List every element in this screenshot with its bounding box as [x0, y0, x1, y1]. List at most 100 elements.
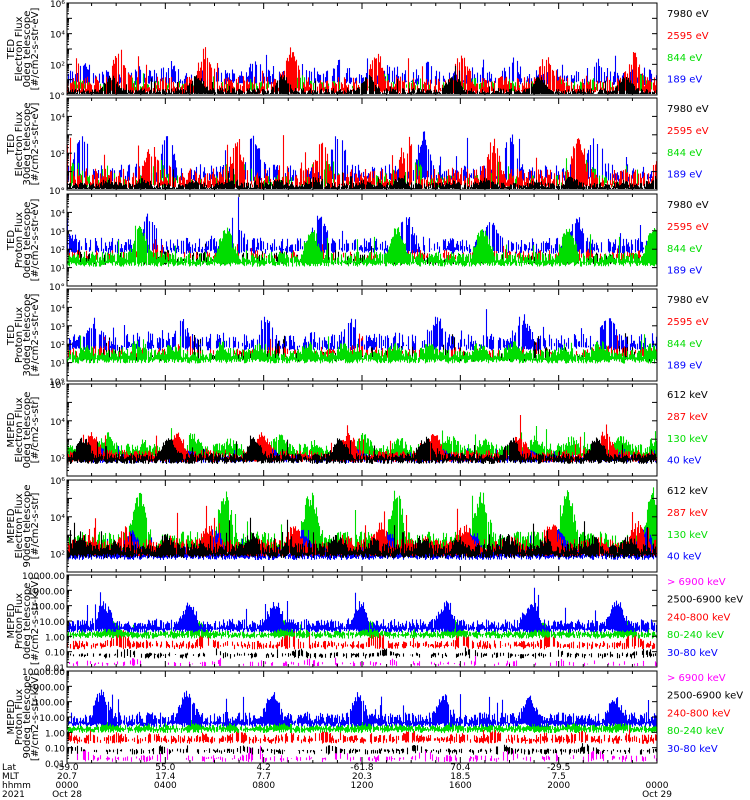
panel-6-ytick-label-1: 10²	[50, 551, 65, 561]
panel-2-ytick-label-2: 10²	[50, 150, 65, 160]
panel-3-ylabel-1: TED	[6, 230, 17, 251]
panel-8-ytick-label-4: 10.00	[39, 714, 65, 724]
panel-7-trace-2	[69, 647, 657, 659]
panel-6-ytick-label-3: 10⁶	[50, 477, 65, 487]
panel-7-ylabel-3: 0deg telescope	[22, 583, 33, 660]
panel-4-ytick-label-3: 10²	[50, 341, 65, 351]
panel-5-ylabel-3: 0deg telescope	[22, 392, 33, 469]
panel-1-ylabel-3: 0deg telescope	[22, 11, 33, 88]
panel-1-ylabel-4: [#/cm2-s-str-eV]	[30, 8, 41, 91]
panel-1-ylabel-2: Electron Flux	[14, 16, 25, 81]
panel-3-legend-3: 844 eV	[667, 244, 702, 255]
x-tick-5-row-3: 1600	[449, 781, 472, 791]
x-tick-4-row-1: -61.8	[350, 763, 374, 773]
panel-3-legend-4: 189 eV	[667, 266, 702, 277]
panel-8-trace-5	[67, 689, 658, 727]
panel-2-legend-2: 2595 eV	[667, 126, 709, 137]
x-tick-6-row-1: -29.5	[547, 763, 570, 773]
panel-8-legend-2: 2500-6900 keV	[667, 691, 743, 702]
x-row-label-lat: Lat	[2, 763, 17, 773]
x-row-label-mlt: MLT	[2, 772, 20, 782]
panel-1-legend-4: 189 eV	[667, 75, 702, 86]
x-tick-1-row-3: 0000	[56, 781, 79, 791]
panel-4-ytick-label-1: 10°	[49, 378, 65, 388]
panel-4-legend-4: 189 eV	[667, 361, 702, 372]
x-tick-5-row-2: 18.5	[450, 772, 470, 782]
panel-8-legend-1: > 6900 keV	[667, 673, 726, 684]
panel-7-trace-1	[68, 655, 658, 666]
panel-4-ylabel-3: 30deg telescope	[22, 293, 33, 376]
panel-5-legend-4: 40 keV	[667, 456, 701, 467]
panel-2-yticks	[67, 97, 657, 191]
panel-6-ylabel-1: MEPED	[6, 508, 17, 543]
panel-7-ylabel-2: Proton Flux	[14, 593, 25, 649]
panel-3-yticks	[67, 193, 657, 287]
panel-7-legend-1: > 6900 keV	[667, 577, 726, 588]
panel-3-ytick-label-4: 10³	[50, 228, 65, 238]
panel-2-legend-3: 844 eV	[667, 148, 702, 159]
panel-3-ylabel-3: 0deg telescope	[22, 202, 33, 279]
panel-7-legend-2: 2500-6900 keV	[667, 595, 743, 606]
panel-6-legend-4: 40 keV	[667, 552, 701, 563]
panel-7-ytick-label-6: 1000.00	[28, 587, 65, 597]
panel-4-ylabel-1: TED	[6, 325, 17, 346]
panel-8-ytick-label-2: 0.10	[45, 745, 65, 755]
panel-8-ytick-label-3: 1.00	[45, 729, 65, 739]
panel-8-ytick-label-6: 1000.00	[28, 683, 65, 693]
panel-8-ylabel-4: [#/cm2-s-str-keV]	[30, 673, 41, 761]
panel-4-legend-2: 2595 eV	[667, 317, 709, 328]
panel-6-legend-1: 612 keV	[667, 486, 708, 497]
panel-7-trace-5	[66, 587, 658, 633]
panel-1-legend-2: 2595 eV	[667, 31, 709, 42]
x-tick-7-row-4: Oct 29	[642, 790, 672, 800]
panel-6-legend-2: 287 keV	[667, 508, 708, 519]
x-tick-5-row-1: 70.4	[450, 763, 470, 773]
panel-5-legend-2: 287 keV	[667, 412, 708, 423]
panel-7-ylabel-1: MEPED	[6, 603, 17, 638]
x-row-label-2021: 2021	[2, 790, 25, 800]
panel-8-ytick-label-7: 10000.00	[22, 668, 65, 678]
panel-5-ylabel-1: MEPED	[6, 412, 17, 447]
x-tick-3-row-3: 0800	[252, 781, 275, 791]
panel-2-legend-4: 189 eV	[667, 170, 702, 181]
panel-2-ytick-label-3: 10⁴	[50, 113, 65, 123]
panel-4-ylabel-2: Proton Flux	[14, 307, 25, 363]
panel-7-legend-3: 240-800 keV	[667, 612, 731, 623]
panel-7-ytick-label-3: 1.00	[45, 633, 65, 643]
x-row-label-hhmm: hhmm	[2, 781, 31, 791]
panel-3-series	[66, 197, 658, 267]
panel-3-ylabel-4: [#/cm2-s-str-eV]	[30, 199, 41, 282]
panel-8-ytick-label-5: 100.00	[34, 699, 66, 709]
panel-7-ytick-label-7: 10000.00	[22, 572, 65, 582]
panel-1-trace-1	[67, 54, 658, 85]
panel-8-ytick-label-1: 0.01	[45, 760, 65, 770]
panel-3-ylabel-2: Proton Flux	[14, 212, 25, 268]
panel-4-yticks	[67, 288, 657, 382]
panel-1-legend-3: 844 eV	[667, 53, 702, 64]
panel-1-ytick-label-2: 10²	[50, 61, 65, 71]
panel-8-ylabel-1: MEPED	[6, 699, 17, 734]
panel-1-ytick-label-3: 10⁴	[50, 31, 65, 41]
panel-4-trace-3	[68, 309, 658, 351]
x-tick-6-row-2: 7.5	[552, 772, 566, 782]
panel-8-trace-2	[66, 743, 658, 755]
panel-7-yticks	[67, 574, 657, 668]
panel-6-legend-3: 130 keV	[667, 530, 708, 541]
x-tick-1-row-1: -59.0	[55, 763, 79, 773]
panel-7-ylabel-4: [#/cm2-s-str-keV]	[30, 577, 41, 665]
panel-4-ytick-label-5: 10⁴	[50, 304, 65, 314]
panel-8-ylabel-3: 90deg telescope	[22, 675, 33, 758]
panel-2-legend-1: 7980 eV	[667, 104, 709, 115]
panel-4-series	[66, 309, 658, 364]
panel-4-legend-3: 844 eV	[667, 339, 702, 350]
panel-1-ytick-label-4: 10⁶	[50, 0, 65, 10]
panel-6-ylabel-2: Electron Flux	[14, 493, 25, 558]
panel-3-legend-2: 2595 eV	[667, 222, 709, 233]
